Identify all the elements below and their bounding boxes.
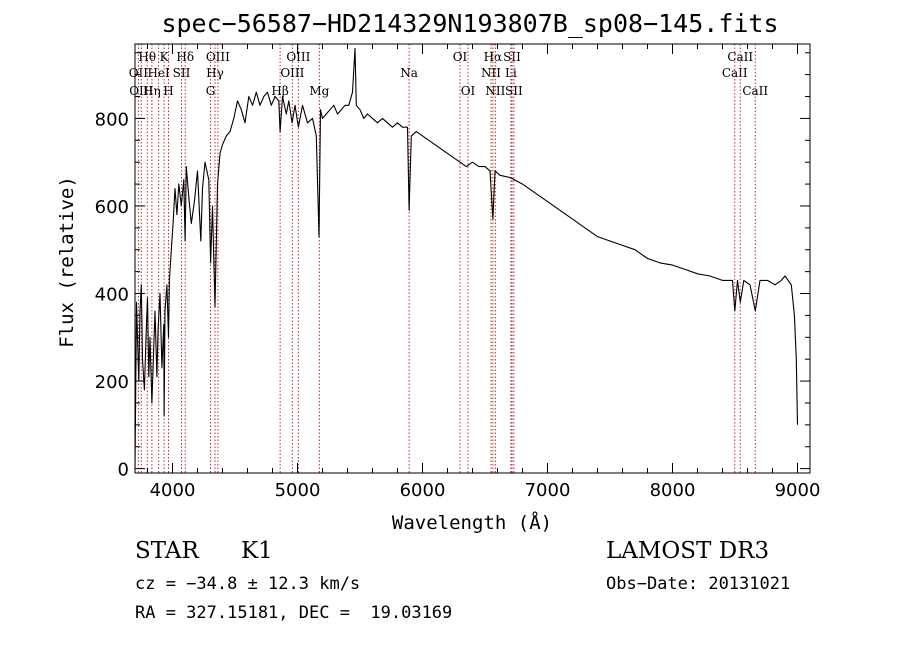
y-tick-label-0: 0 — [118, 460, 129, 481]
y-tick-label-2: 400 — [95, 285, 129, 306]
chart-title: spec−56587−HD214329N193807B_sp08−145.fit… — [161, 9, 778, 38]
marker-label-16: Na — [400, 66, 418, 80]
marker-label-7: SII — [173, 66, 191, 80]
x-tick-label-1: 5000 — [275, 480, 321, 501]
marker-label-23: SII — [503, 50, 521, 64]
marker-label-10: Hγ — [206, 66, 224, 80]
marker-label-19: NII — [481, 66, 501, 80]
marker-label-24: SII — [505, 84, 523, 98]
marker-label-25: CaII — [722, 66, 748, 80]
subclass: K1 — [241, 538, 273, 564]
x-tick-label-4: 8000 — [650, 480, 696, 501]
marker-label-6: H — [163, 84, 173, 98]
marker-label-11: OIII — [206, 50, 230, 64]
marker-label-15: Mg — [309, 84, 329, 98]
marker-label-0: OII — [129, 66, 149, 80]
marker-label-14: OIII — [286, 50, 310, 64]
marker-label-26: CaII — [727, 50, 753, 64]
x-tick-label-5: 9000 — [775, 480, 821, 501]
obs-date: Obs−Date: 20131021 — [606, 574, 791, 594]
series-flux-line — [134, 47, 799, 469]
marker-label-21: NII — [485, 84, 505, 98]
x-tick-label-0: 4000 — [150, 480, 196, 501]
marker-label-22: Li — [505, 66, 517, 80]
y-tick-label-3: 600 — [95, 197, 129, 218]
marker-label-4: HeI — [147, 66, 170, 80]
object-class: STAR — [135, 538, 199, 564]
y-axis-label: Flux (relative) — [56, 176, 78, 348]
y-tick-label-1: 200 — [95, 372, 129, 393]
marker-label-8: Hδ — [176, 50, 194, 64]
x-tick-label-2: 6000 — [400, 480, 446, 501]
marker-label-13: OIII — [280, 66, 304, 80]
marker-label-3: Hη — [143, 84, 161, 98]
marker-label-9: G — [206, 84, 216, 98]
survey-name: LAMOST DR3 — [606, 538, 770, 564]
marker-label-2: Hθ — [138, 50, 156, 64]
x-tick-label-3: 7000 — [525, 480, 571, 501]
axes: 4000 5000 6000 7000 8000 9000 0 200 400 600 800 — [95, 43, 821, 501]
x-axis-label: Wavelength (Å) — [392, 511, 552, 534]
marker-label-18: OI — [461, 84, 476, 98]
spectrum-series — [134, 47, 799, 469]
marker-label-17: OI — [453, 50, 468, 64]
marker-label-12: Hβ — [271, 84, 288, 98]
marker-label-20: Hα — [484, 50, 503, 64]
coordinates: RA = 327.15181, DEC = 19.03169 — [135, 603, 453, 623]
redshift-info: cz = −34.8 ± 12.3 km/s — [135, 574, 361, 594]
y-tick-label-4: 800 — [95, 109, 129, 130]
marker-label-27: CaII — [742, 84, 768, 98]
marker-label-5: K — [160, 50, 170, 64]
line-markers: OIIOIIIHθHηHeIKHSIIHδGHγOIIIHβOIIIOIIIMg… — [129, 44, 768, 473]
